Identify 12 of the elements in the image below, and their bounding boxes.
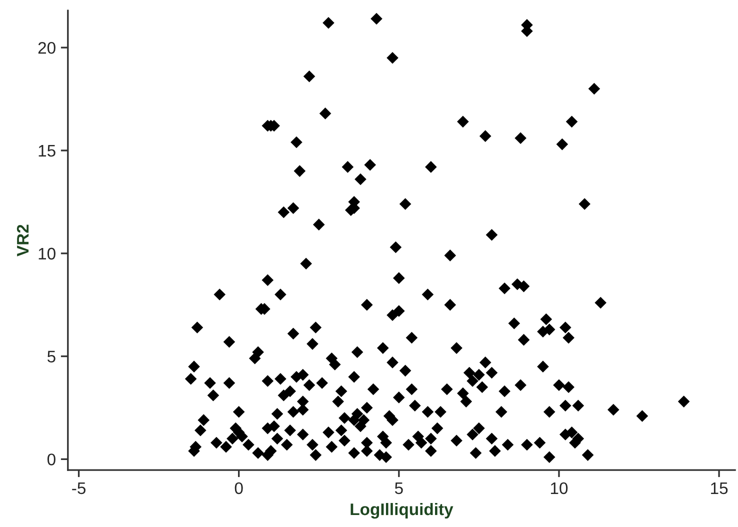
x-tick-label: 5 bbox=[394, 482, 403, 494]
y-tick-label: 20 bbox=[38, 42, 56, 54]
x-tick-label: 0 bbox=[234, 482, 243, 494]
x-tick-label: -5 bbox=[72, 482, 86, 494]
x-tick-label: 10 bbox=[550, 482, 568, 494]
y-tick-label: 15 bbox=[38, 145, 56, 157]
y-tick-label: 10 bbox=[38, 248, 56, 260]
y-axis-title: VR2 bbox=[16, 224, 29, 256]
y-tick-label: 5 bbox=[47, 350, 56, 362]
y-tick-label: 0 bbox=[47, 454, 56, 466]
x-axis-title: LogIlliquidity bbox=[350, 502, 454, 519]
x-tick-label: 15 bbox=[711, 482, 728, 494]
